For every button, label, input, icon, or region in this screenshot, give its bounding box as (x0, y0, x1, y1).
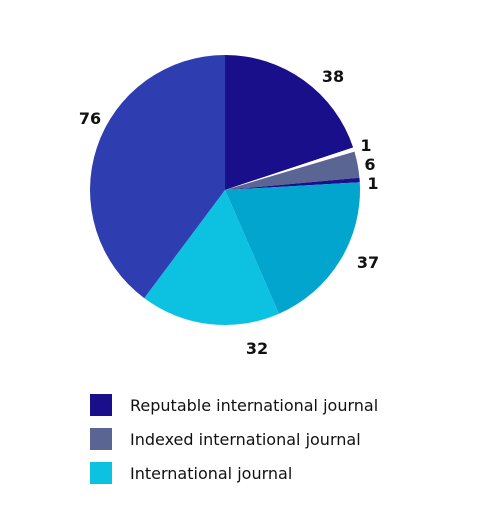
pie-slice-2 (225, 151, 360, 190)
data-label-3: 1 (367, 174, 378, 193)
legend-swatch-international (90, 462, 112, 484)
data-label-5: 32 (246, 339, 268, 358)
legend-label-reputable: Reputable international journal (130, 395, 379, 415)
legend-swatch-indexed (90, 428, 112, 450)
pie-slice-6 (90, 55, 225, 299)
pie-slice-3 (225, 177, 360, 190)
legend-item-reputable: Reputable international journal (90, 388, 378, 422)
data-label-1: 1 (360, 136, 371, 155)
legend-item-indexed: Indexed international journal (90, 422, 378, 456)
data-label-6: 76 (79, 109, 101, 128)
pie-data-labels: 38 1 6 1 37 32 76 (79, 67, 379, 358)
data-label-4: 37 (357, 253, 379, 272)
data-label-2: 6 (364, 155, 375, 174)
pie-slice-5 (144, 190, 279, 326)
legend-label-international: International journal (130, 463, 293, 483)
pie-slice-1 (225, 147, 355, 190)
legend-swatch-reputable (90, 394, 112, 416)
pie-slice-0 (225, 55, 354, 190)
legend-label-indexed: Indexed international journal (130, 429, 361, 449)
pie-slice-4 (225, 182, 361, 314)
legend-item-international: International journal (90, 456, 378, 490)
legend: Reputable international journal Indexed … (90, 388, 378, 490)
pie-slices (90, 55, 361, 326)
data-label-0: 38 (322, 67, 344, 86)
